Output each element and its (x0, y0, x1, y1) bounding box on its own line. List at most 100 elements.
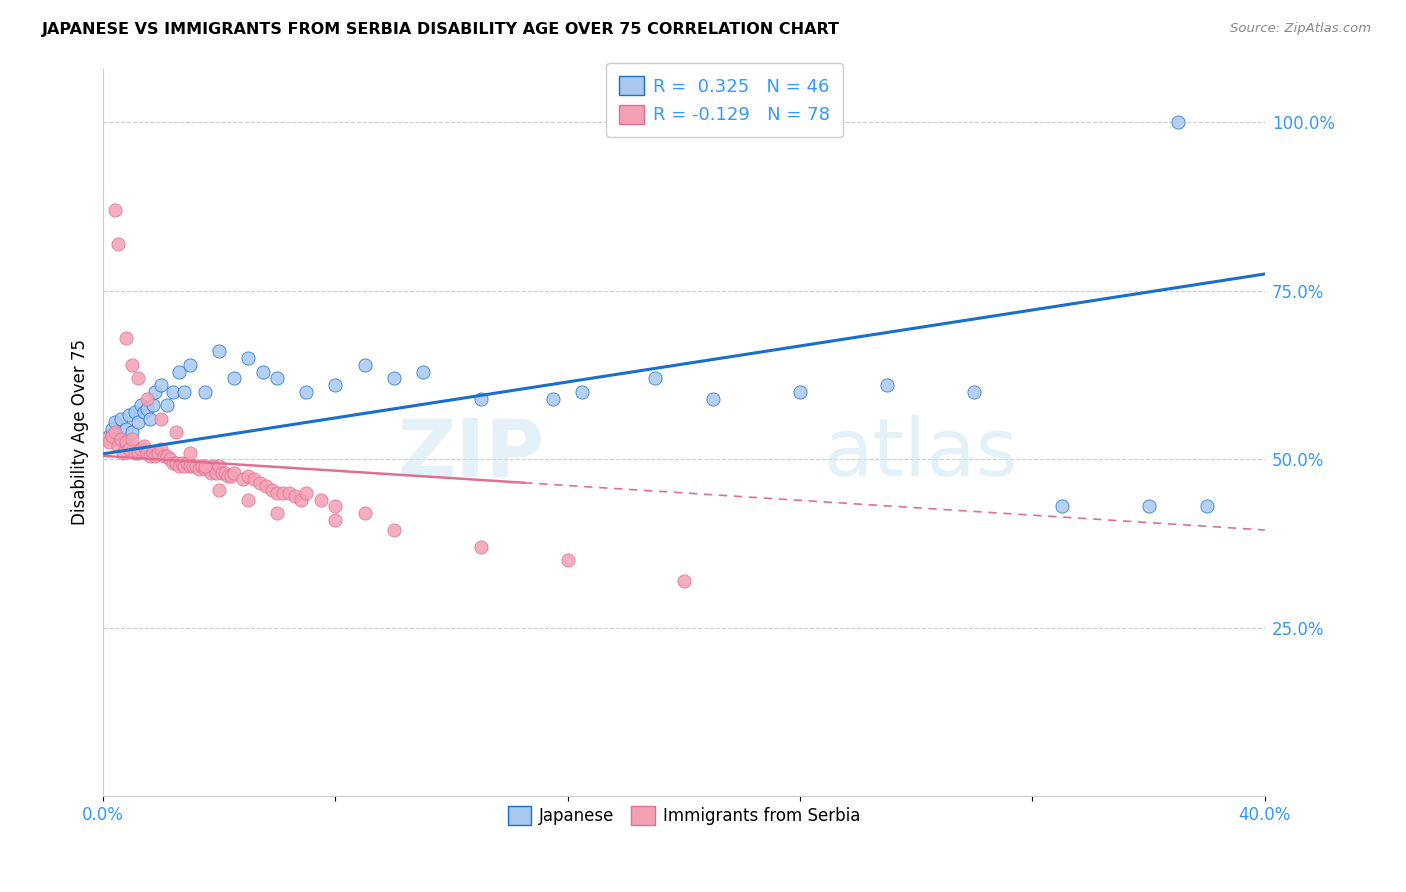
Point (129, 398, 152, 412)
Point (382, 371, 405, 385)
Point (205, 466, 228, 480)
Point (702, 392, 724, 406)
Point (184, 458, 207, 473)
Point (124, 405, 146, 419)
Point (138, 412, 160, 426)
Point (118, 442, 141, 457)
Point (124, 445, 146, 459)
Point (118, 409, 141, 423)
Point (214, 466, 236, 480)
Point (222, 466, 245, 480)
Text: Source: ZipAtlas.com: Source: ZipAtlas.com (1230, 22, 1371, 36)
Point (254, 479, 277, 493)
Point (179, 458, 201, 473)
Point (181, 458, 204, 473)
Point (97, 428, 120, 442)
Point (1050, 500, 1073, 514)
Point (353, 506, 375, 520)
Point (145, 449, 167, 463)
Point (353, 358, 375, 372)
Point (127, 445, 149, 459)
Point (145, 384, 167, 399)
Y-axis label: Disability Age Over 75: Disability Age Over 75 (72, 339, 89, 525)
Point (543, 392, 565, 406)
Point (208, 483, 231, 497)
Point (156, 398, 179, 412)
Point (112, 445, 135, 459)
Point (110, 432, 132, 446)
Point (557, 553, 579, 567)
Point (104, 202, 127, 217)
Point (325, 513, 347, 527)
Point (412, 365, 434, 379)
Point (231, 473, 253, 487)
Point (252, 365, 274, 379)
Point (284, 489, 307, 503)
Point (194, 462, 217, 476)
Point (107, 236, 129, 251)
Point (150, 378, 173, 392)
Point (167, 365, 190, 379)
Point (97, 435, 120, 450)
Point (135, 401, 157, 416)
Point (219, 469, 242, 483)
Point (150, 442, 173, 457)
Point (1195, 500, 1218, 514)
Point (129, 442, 152, 457)
Point (271, 486, 294, 500)
Point (115, 331, 138, 345)
Point (135, 445, 157, 459)
Point (170, 456, 193, 470)
Point (115, 435, 138, 450)
Point (115, 422, 138, 436)
Point (644, 371, 666, 385)
Text: JAPANESE VS IMMIGRANTS FROM SERBIA DISABILITY AGE OVER 75 CORRELATION CHART: JAPANESE VS IMMIGRANTS FROM SERBIA DISAB… (42, 22, 841, 37)
Point (153, 449, 176, 463)
Point (325, 500, 347, 514)
Point (101, 422, 124, 436)
Point (135, 392, 157, 406)
Point (222, 371, 245, 385)
Point (104, 425, 127, 440)
Point (197, 462, 219, 476)
Point (266, 371, 288, 385)
Point (104, 415, 127, 429)
Point (963, 384, 986, 399)
Point (200, 466, 222, 480)
Point (309, 492, 332, 507)
Point (173, 458, 195, 473)
Point (1137, 500, 1160, 514)
Point (162, 456, 184, 470)
Point (107, 439, 129, 453)
Point (290, 492, 312, 507)
Point (325, 378, 347, 392)
Point (217, 469, 239, 483)
Point (179, 445, 201, 459)
Point (101, 428, 124, 442)
Text: atlas: atlas (824, 415, 1018, 493)
Point (173, 384, 195, 399)
Point (295, 384, 318, 399)
Point (107, 432, 129, 446)
Point (211, 466, 233, 480)
Point (138, 449, 160, 463)
Point (266, 486, 288, 500)
Point (162, 384, 184, 399)
Point (121, 425, 143, 440)
Point (238, 469, 260, 483)
Point (382, 523, 405, 537)
Point (238, 351, 260, 366)
Point (159, 452, 181, 467)
Point (165, 425, 187, 440)
Text: ZIP: ZIP (398, 415, 544, 493)
Point (176, 456, 198, 470)
Point (266, 506, 288, 520)
Point (208, 458, 231, 473)
Point (179, 358, 201, 372)
Point (208, 344, 231, 359)
Point (1167, 115, 1189, 129)
Point (148, 445, 170, 459)
Point (94, 432, 117, 446)
Point (470, 540, 492, 554)
Point (260, 483, 283, 497)
